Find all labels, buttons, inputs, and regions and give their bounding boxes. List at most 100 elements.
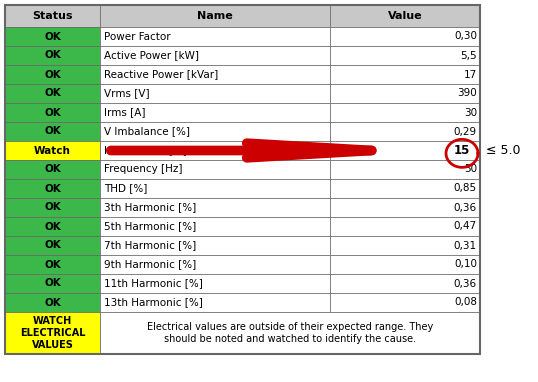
- Text: OK: OK: [44, 126, 61, 136]
- Text: Reactive Power [kVar]: Reactive Power [kVar]: [104, 70, 218, 79]
- Text: 390: 390: [457, 89, 477, 99]
- Bar: [100, 122, 330, 141]
- Bar: [5, 122, 100, 141]
- Bar: [5, 141, 100, 160]
- Text: OK: OK: [44, 241, 61, 251]
- Bar: [5, 5, 480, 354]
- Bar: [100, 141, 330, 160]
- Bar: [5, 5, 100, 27]
- Text: Name: Name: [197, 11, 233, 21]
- Text: OK: OK: [44, 165, 61, 175]
- Bar: [100, 198, 330, 217]
- Bar: [330, 65, 480, 84]
- Text: OK: OK: [44, 50, 61, 60]
- Bar: [100, 255, 330, 274]
- Text: OK: OK: [44, 31, 61, 42]
- Bar: [5, 255, 100, 274]
- Text: 7th Harmonic [%]: 7th Harmonic [%]: [104, 241, 196, 251]
- Bar: [330, 217, 480, 236]
- Bar: [330, 293, 480, 312]
- Text: 0,08: 0,08: [454, 298, 477, 308]
- Text: 30: 30: [464, 107, 477, 118]
- Bar: [330, 198, 480, 217]
- Bar: [330, 122, 480, 141]
- Bar: [100, 84, 330, 103]
- Text: Active Power [kW]: Active Power [kW]: [104, 50, 199, 60]
- Bar: [5, 293, 100, 312]
- Text: I Unbalance [%]: I Unbalance [%]: [104, 146, 187, 155]
- Text: 9th Harmonic [%]: 9th Harmonic [%]: [104, 259, 196, 269]
- Text: OK: OK: [44, 259, 61, 269]
- Text: 11th Harmonic [%]: 11th Harmonic [%]: [104, 278, 203, 288]
- Text: 0,47: 0,47: [454, 222, 477, 231]
- Text: 5th Harmonic [%]: 5th Harmonic [%]: [104, 222, 196, 231]
- Bar: [330, 84, 480, 103]
- Bar: [5, 46, 100, 65]
- Text: V Imbalance [%]: V Imbalance [%]: [104, 126, 190, 136]
- Bar: [5, 198, 100, 217]
- Text: Status: Status: [32, 11, 73, 21]
- Bar: [100, 236, 330, 255]
- Text: 0,30: 0,30: [454, 31, 477, 42]
- Bar: [100, 103, 330, 122]
- Text: OK: OK: [44, 222, 61, 231]
- Text: 0,36: 0,36: [454, 202, 477, 212]
- Bar: [330, 27, 480, 46]
- Bar: [100, 274, 330, 293]
- Text: Irms [A]: Irms [A]: [104, 107, 145, 118]
- Bar: [100, 217, 330, 236]
- Bar: [330, 179, 480, 198]
- Text: Vrms [V]: Vrms [V]: [104, 89, 150, 99]
- Bar: [5, 236, 100, 255]
- Text: Frequency [Hz]: Frequency [Hz]: [104, 165, 182, 175]
- Text: 15: 15: [454, 144, 470, 157]
- Bar: [330, 236, 480, 255]
- Text: Watch: Watch: [34, 146, 71, 155]
- Text: 0,31: 0,31: [454, 241, 477, 251]
- Bar: [330, 103, 480, 122]
- Bar: [100, 46, 330, 65]
- Bar: [100, 312, 480, 354]
- Bar: [5, 274, 100, 293]
- Bar: [5, 217, 100, 236]
- Bar: [100, 5, 330, 27]
- Bar: [5, 312, 100, 354]
- Text: 0,85: 0,85: [454, 183, 477, 194]
- Bar: [5, 179, 100, 198]
- Text: 0,29: 0,29: [454, 126, 477, 136]
- Bar: [5, 65, 100, 84]
- Text: OK: OK: [44, 278, 61, 288]
- Bar: [330, 274, 480, 293]
- Bar: [5, 160, 100, 179]
- Text: THD [%]: THD [%]: [104, 183, 147, 194]
- Text: Electrical values are outside of their expected range. They
should be noted and : Electrical values are outside of their e…: [147, 322, 433, 344]
- Bar: [330, 141, 480, 160]
- Bar: [330, 46, 480, 65]
- Text: 0,36: 0,36: [454, 278, 477, 288]
- Bar: [5, 103, 100, 122]
- Text: OK: OK: [44, 298, 61, 308]
- Text: Power Factor: Power Factor: [104, 31, 171, 42]
- Text: Value: Value: [388, 11, 422, 21]
- Bar: [100, 160, 330, 179]
- Bar: [100, 27, 330, 46]
- Text: 0,10: 0,10: [454, 259, 477, 269]
- Bar: [100, 65, 330, 84]
- Text: WATCH
ELECTRICAL
VALUES: WATCH ELECTRICAL VALUES: [20, 316, 85, 350]
- Bar: [100, 179, 330, 198]
- Text: 5,5: 5,5: [461, 50, 477, 60]
- Bar: [5, 84, 100, 103]
- Text: 50: 50: [464, 165, 477, 175]
- Bar: [5, 27, 100, 46]
- Text: OK: OK: [44, 70, 61, 79]
- Text: OK: OK: [44, 107, 61, 118]
- Text: OK: OK: [44, 183, 61, 194]
- Bar: [330, 160, 480, 179]
- Text: 3th Harmonic [%]: 3th Harmonic [%]: [104, 202, 196, 212]
- Text: OK: OK: [44, 89, 61, 99]
- Bar: [100, 293, 330, 312]
- Text: ≤ 5.0: ≤ 5.0: [486, 144, 520, 157]
- Bar: [330, 5, 480, 27]
- Text: 17: 17: [464, 70, 477, 79]
- Bar: [330, 255, 480, 274]
